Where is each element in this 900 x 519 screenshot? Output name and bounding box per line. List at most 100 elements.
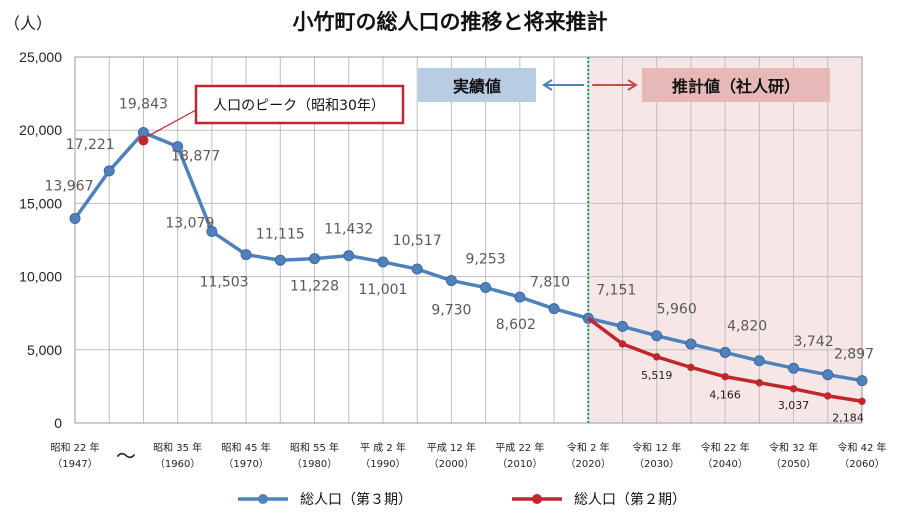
x-tick-label-era: 昭和 35 年 [153, 441, 202, 454]
peak-callout-box [194, 84, 405, 125]
y-tick-label: 25,000 [19, 49, 62, 65]
data-label-3rd-period: 7,810 [530, 275, 570, 291]
data-label-3rd-period: 17,221 [66, 137, 115, 153]
data-label-3rd-period: 5,960 [657, 302, 697, 318]
data-point [685, 338, 697, 350]
legend-marker [532, 494, 542, 504]
data-label-3rd-period: 7,151 [596, 282, 636, 298]
x-tick-label-era: 昭和 55 年 [290, 441, 339, 454]
y-axis-unit: （人） [4, 14, 53, 33]
data-point [69, 213, 81, 225]
data-label-3rd-period: 9,253 [466, 252, 506, 268]
x-tick-label-era: 令和 42 年 [837, 441, 886, 454]
x-tick-label-year: （2010） [497, 458, 542, 470]
chart-legend: 総人口（第３期） 総人口（第２期） [238, 491, 686, 508]
x-tick-label-era: 平 成 2 年 [360, 441, 406, 454]
data-point [822, 369, 834, 381]
data-label-3rd-period: 11,228 [290, 279, 339, 295]
data-point [514, 291, 526, 303]
plot-border [74, 56, 863, 424]
data-label-3rd-period: 19,843 [119, 96, 168, 112]
x-tick-label-era: 平成 12 年 [427, 441, 476, 454]
y-tick-label: 5,000 [27, 342, 62, 358]
x-tick-label-era: 令和 2 年 [567, 441, 610, 454]
data-point [789, 385, 798, 393]
chart-title: 小竹町の総人口の推移と将来推計 [292, 10, 608, 34]
data-point [618, 340, 627, 348]
x-tick-label-year: （2030） [634, 458, 679, 470]
data-label-3rd-period: 9,730 [431, 303, 471, 319]
data-label-2nd-period: 2,184 [832, 411, 864, 424]
peak-callout-text: 人口のピーク（昭和30年） [213, 98, 385, 114]
actual-label-text: 実績値 [453, 77, 501, 96]
y-tick-label: 10,000 [19, 269, 62, 285]
forecast-arrow-head [627, 79, 638, 91]
x-tick-label-year: （1990） [360, 458, 405, 470]
peak-leader-line [147, 109, 197, 137]
x-tick-label-era: 令和 22 年 [701, 441, 750, 454]
data-point [824, 392, 832, 400]
data-label-3rd-period: 11,115 [256, 226, 305, 242]
x-tick-label-year: （2060） [839, 458, 884, 470]
x-tick-label-year: （2000） [429, 458, 474, 470]
x-tick-label-era: 昭和 22 年 [50, 441, 99, 454]
x-tick-label-era: 昭和 45 年 [222, 441, 271, 454]
y-tick-label: 20,000 [19, 122, 62, 138]
chart-grid [74, 56, 863, 424]
data-point [652, 353, 661, 361]
forecast-label-box [642, 68, 830, 102]
x-tick-label-era: 令和 32 年 [769, 441, 818, 454]
data-point [240, 249, 252, 261]
data-point [206, 226, 218, 238]
x-tick-label-year: （1980） [292, 458, 337, 470]
chart-axes: 0 5,000 10,000 15,000 20,000 25,000 昭和 22 年 （19… [19, 49, 886, 470]
data-label-3rd-period: 11,001 [358, 282, 407, 298]
data-point [687, 363, 695, 372]
data-label-3rd-period: 11,503 [200, 275, 249, 291]
peak-point-marker [138, 135, 149, 146]
data-point [616, 320, 628, 332]
annotations: 人口のピーク（昭和30年） 実績値 推計値（社人研） [147, 68, 830, 137]
data-point [548, 303, 560, 315]
data-point [651, 330, 663, 342]
data-point [343, 250, 355, 262]
data-point [445, 275, 457, 287]
data-label-3rd-period: 18,877 [171, 149, 220, 165]
data-point [721, 372, 729, 381]
x-tick-label-era: 平成 22 年 [495, 441, 544, 454]
legend-label: 総人口（第３期） [300, 491, 412, 508]
chart-series [69, 126, 868, 405]
actual-label-box [418, 68, 536, 102]
data-label-3rd-period: 3,742 [794, 334, 834, 350]
data-point [719, 346, 731, 358]
data-label-3rd-period: 8,602 [496, 317, 536, 333]
x-tick-label-year: （1970） [223, 458, 268, 470]
x-tick-label-year: （1947） [52, 458, 97, 470]
data-point [788, 362, 800, 374]
x-tick-label-year: （1960） [155, 458, 200, 470]
data-label-3rd-period: 13,967 [45, 179, 94, 195]
data-point [480, 282, 492, 294]
legend-label: 総人口（第２期） [574, 491, 686, 508]
actual-arrow-head [542, 79, 553, 91]
y-tick-label: 0 [54, 415, 62, 431]
data-point [172, 141, 184, 153]
data-label-3rd-period: 10,517 [393, 233, 442, 249]
forecast-label-text: 推計値（社人研） [672, 77, 800, 96]
data-label-2nd-period: 4,166 [709, 389, 741, 402]
data-labels: 13,967 17,221 19,843 18,877 13,079 11,503 11,1… [45, 96, 875, 424]
data-label-3rd-period: 11,432 [324, 222, 373, 238]
x-tick-label-year: （2040） [702, 458, 747, 470]
data-label-2nd-period: 5,519 [641, 369, 673, 382]
series-line-3rd-period [73, 130, 863, 383]
data-label-3rd-period: 2,897 [834, 347, 874, 363]
data-label-3rd-period: 13,079 [165, 216, 214, 232]
x-tick-label-era: 令和 12 年 [632, 441, 681, 454]
y-tick-label: 15,000 [19, 195, 62, 211]
legend-marker [258, 494, 268, 504]
data-point [753, 355, 765, 367]
data-point [103, 165, 115, 177]
data-point [309, 253, 321, 265]
axis-break-mark: ～ [116, 444, 136, 468]
